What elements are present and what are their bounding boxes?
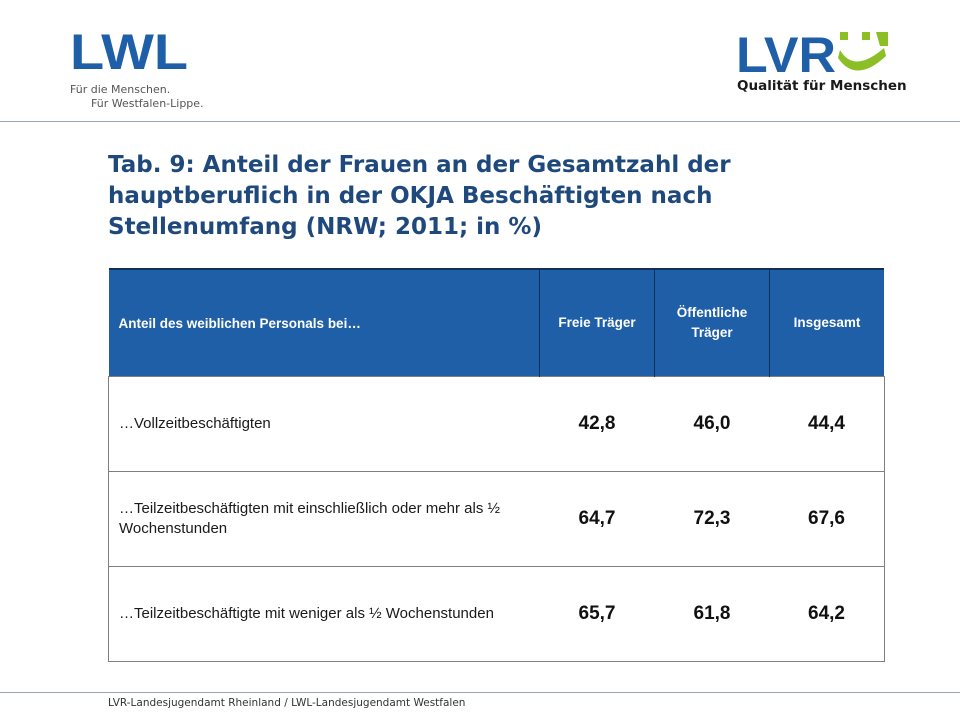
lvr-smile-icon <box>838 32 888 71</box>
value-freie: 42,8 <box>539 376 655 472</box>
row-label: …Teilzeitbeschäftigte mit weniger als ½ … <box>108 566 540 662</box>
table-row: …Teilzeitbeschäftigten mit einschließlic… <box>108 471 885 567</box>
page-title: Tab. 9: Anteil der Frauen an der Gesamtz… <box>108 152 731 240</box>
row-label: …Vollzeitbeschäftigten <box>108 376 540 472</box>
value-insgesamt: 44,4 <box>769 376 885 472</box>
value-oeffentliche: 61,8 <box>654 566 770 662</box>
top-divider <box>0 121 960 122</box>
table-header-row: Anteil des weiblichen Personals bei… Fre… <box>108 269 884 377</box>
lwl-wordmark-icon: LWL <box>70 30 188 72</box>
svg-text:LVR: LVR <box>736 30 836 76</box>
value-freie: 64,7 <box>539 471 655 567</box>
header-insgesamt: Insgesamt <box>769 269 884 377</box>
header-oeffentliche-traeger: Öffentliche Träger <box>654 269 770 377</box>
lwl-tagline-1: Für die Menschen. <box>70 83 171 96</box>
footer-text: LVR-Landesjugendamt Rheinland / LWL-Land… <box>108 697 466 709</box>
bottom-divider <box>0 692 960 693</box>
value-oeffentliche: 46,0 <box>654 376 770 472</box>
svg-text:LWL: LWL <box>70 30 188 72</box>
header-freie-traeger: Freie Träger <box>539 269 655 377</box>
lvr-wordmark-icon: LVR <box>736 27 888 83</box>
value-insgesamt: 64,2 <box>769 566 885 662</box>
value-oeffentliche: 72,3 <box>654 471 770 567</box>
header-label: Anteil des weiblichen Personals bei… <box>108 269 540 377</box>
value-freie: 65,7 <box>539 566 655 662</box>
table-row: …Teilzeitbeschäftigte mit weniger als ½ … <box>108 566 885 662</box>
data-table: Anteil des weiblichen Personals bei… Fre… <box>108 268 885 662</box>
lwl-logo: LWL <box>70 30 190 72</box>
row-label: …Teilzeitbeschäftigten mit einschließlic… <box>108 471 540 567</box>
value-insgesamt: 67,6 <box>769 471 885 567</box>
lvr-logo: LVR <box>736 27 892 83</box>
lwl-tagline-2: Für Westfalen-Lippe. <box>91 97 204 110</box>
lvr-tagline: Qualität für Menschen <box>737 78 907 94</box>
table-row: …Vollzeitbeschäftigten 42,8 46,0 44,4 <box>108 376 885 472</box>
